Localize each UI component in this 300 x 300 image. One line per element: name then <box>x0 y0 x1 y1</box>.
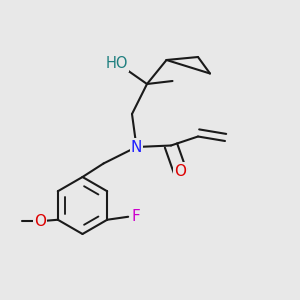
Text: N: N <box>131 140 142 154</box>
Text: O: O <box>34 214 46 229</box>
Text: HO: HO <box>106 56 128 70</box>
Text: O: O <box>174 164 186 178</box>
Text: F: F <box>131 209 140 224</box>
